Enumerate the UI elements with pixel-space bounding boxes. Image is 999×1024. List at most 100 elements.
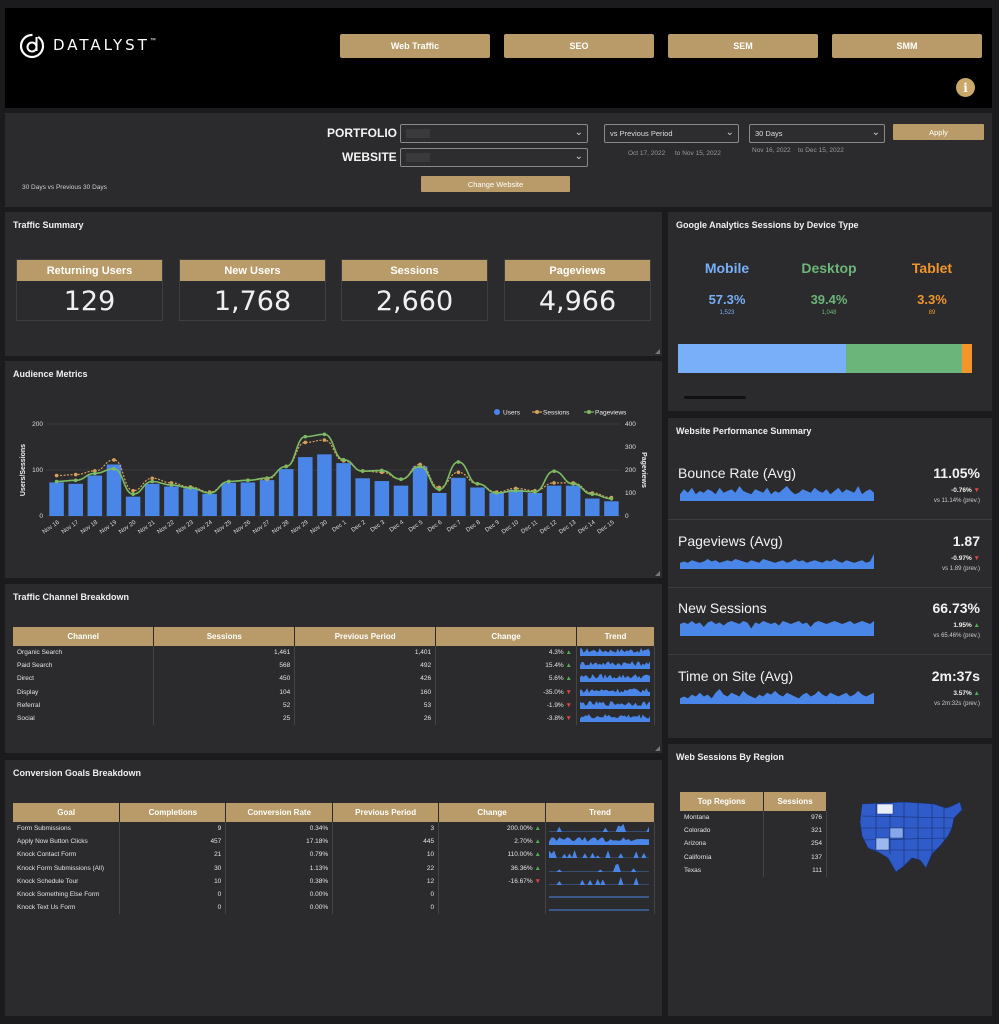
cell-previous: 426 [294, 672, 437, 686]
colorado-highlight [889, 827, 904, 839]
bar-users [164, 486, 179, 516]
table-row[interactable]: Arizona 254 [680, 837, 827, 851]
metric-name: Time on Site (Avg) [678, 667, 794, 684]
col-goal[interactable]: Goal [13, 803, 121, 822]
nav-smm[interactable]: SMM [832, 34, 982, 58]
nav-sem[interactable]: SEM [668, 34, 818, 58]
table-row[interactable]: California 137 [680, 850, 827, 864]
point-pageviews [571, 482, 575, 486]
arrow-up-icon: ▲ [563, 662, 572, 670]
table-row[interactable]: Montana 976 [680, 811, 827, 825]
point-pageviews [54, 479, 59, 484]
arrow-down-icon: ▼ [563, 701, 572, 709]
col-trend[interactable]: Trend [545, 803, 656, 822]
col-trend[interactable]: Trend [576, 627, 656, 646]
col-previous-period[interactable]: Previous Period [332, 803, 440, 822]
point-sessions [131, 488, 135, 493]
range-select-value: 30 Days [755, 129, 783, 138]
col-top-regions[interactable]: Top Regions [680, 792, 765, 811]
apply-button[interactable]: Apply [893, 124, 984, 140]
x-tick-label: Nov 29 [290, 519, 310, 535]
nav-seo[interactable]: SEO [504, 34, 654, 58]
resize-handle[interactable] [655, 746, 660, 751]
sparkline-area [680, 621, 874, 636]
change-value: 110.00% [507, 851, 533, 859]
table-row[interactable]: Colorado 321 [680, 824, 827, 838]
table-row[interactable]: Apply Now Button Clicks 457 17.18% 445 2.70%… [13, 835, 656, 849]
point-sessions [73, 472, 78, 477]
sparkline-area [548, 837, 649, 846]
table-row[interactable]: Form Submissions 9 0.34% 3 200.00% ▲ [13, 822, 656, 836]
cell-sessions: 52 [153, 698, 296, 712]
col-sessions[interactable]: Sessions [153, 627, 296, 646]
trend-sparkline [548, 863, 649, 872]
device-bar-tablet [962, 344, 972, 373]
nav-web-traffic[interactable]: Web Traffic [340, 34, 490, 58]
cell-completions: 10 [119, 874, 227, 888]
cell-change: 36.36% ▲ [438, 861, 546, 875]
table-row[interactable]: Organic Search 1,461 1,401 4.3% ▲ [13, 646, 656, 660]
y2-tick-label: 100 [625, 490, 636, 497]
col-channel[interactable]: Channel [13, 627, 155, 646]
col-conversion-rate[interactable]: Conversion Rate [225, 803, 334, 822]
x-tick-label: Nov 17 [61, 519, 81, 535]
row-separator [668, 519, 992, 520]
info-icon[interactable]: i [956, 78, 975, 97]
bar-users [355, 478, 370, 516]
kpi-value: 4,966 [538, 285, 617, 317]
cell-previous: 10 [332, 848, 440, 862]
table-row[interactable]: Knock Schedule Tour 10 0.38% 12 -16.67% ▼ [13, 874, 656, 888]
point-sessions [322, 438, 327, 442]
point-pageviews [399, 477, 403, 481]
point-sessions [54, 473, 59, 478]
portfolio-select[interactable]: ⌄ [400, 124, 588, 143]
table-row[interactable]: Direct 450 426 5.6% ▲ [13, 672, 656, 686]
trend-sparkline [579, 687, 650, 696]
compare-select[interactable]: vs Previous Period ⌄ [604, 124, 739, 143]
cell-completions: 9 [119, 822, 227, 836]
cell-trend [545, 835, 656, 849]
website-select[interactable]: ⌄ [400, 148, 588, 167]
bar-users [489, 493, 504, 516]
datalyst-logo[interactable]: DATALYST ™ [19, 30, 156, 60]
bar-users [87, 475, 103, 516]
table-row[interactable]: Referral 52 53 -1.9% ▼ [13, 698, 656, 712]
table-row[interactable]: Display 104 160 -35.0% ▼ [13, 685, 656, 699]
x-tick-label: Dec 13 [558, 519, 578, 535]
table-row[interactable]: Knock Text Us Form 0 0.00% 0 [13, 901, 656, 915]
device-share-bar [678, 344, 972, 373]
table-row[interactable]: Paid Search 568 492 15.4% ▲ [13, 659, 656, 673]
col-completions[interactable]: Completions [119, 803, 227, 822]
table-row[interactable]: Knock Something Else Form 0 0.00% 0 [13, 887, 656, 902]
point-pageviews [437, 487, 442, 492]
website-label: WEBSITE [342, 150, 397, 164]
x-tick-label: Dec 11 [520, 519, 539, 535]
table-row[interactable]: Knock Form Submissions (All) 30 1.13% 22 36.… [13, 861, 656, 875]
col-change[interactable]: Change [435, 627, 577, 646]
y-axis-label: Users/Sessions [20, 444, 27, 496]
device-tablet-label: Tablet [911, 260, 953, 276]
conversion-goals-title: Conversion Goals Breakdown [13, 768, 142, 778]
x-tick-label: Nov 22 [156, 519, 176, 535]
point-pageviews [341, 457, 346, 462]
table-row[interactable]: Social 25 26 -3.8% ▼ [13, 711, 656, 726]
bar-users [68, 483, 83, 516]
horizontal-scrollbar[interactable] [684, 396, 746, 399]
change-website-button[interactable]: Change Website [421, 176, 570, 192]
kpi-value: 2,660 [375, 285, 454, 317]
point-pageviews [418, 464, 422, 469]
range-select[interactable]: 30 Days ⌄ [749, 124, 885, 143]
col-change[interactable]: Change [438, 803, 546, 822]
compare-date-to: to Nov 15, 2022 [675, 150, 721, 157]
resize-handle[interactable] [655, 349, 660, 354]
device-tablet-count: 89 [928, 310, 936, 316]
table-row[interactable]: Texas 111 [680, 863, 827, 877]
cell-previous: 492 [294, 659, 437, 673]
resize-handle[interactable] [655, 571, 660, 576]
col-previous-period[interactable]: Previous Period [294, 627, 437, 646]
device-mobile-pct: 57.3% [708, 292, 746, 307]
table-row[interactable]: Knock Contact Form 21 0.79% 10 110.00% ▲ [13, 848, 656, 862]
x-tick-label: Nov 21 [137, 519, 157, 535]
col-sessions[interactable]: Sessions [763, 792, 827, 811]
us-region-map[interactable] [856, 796, 966, 876]
